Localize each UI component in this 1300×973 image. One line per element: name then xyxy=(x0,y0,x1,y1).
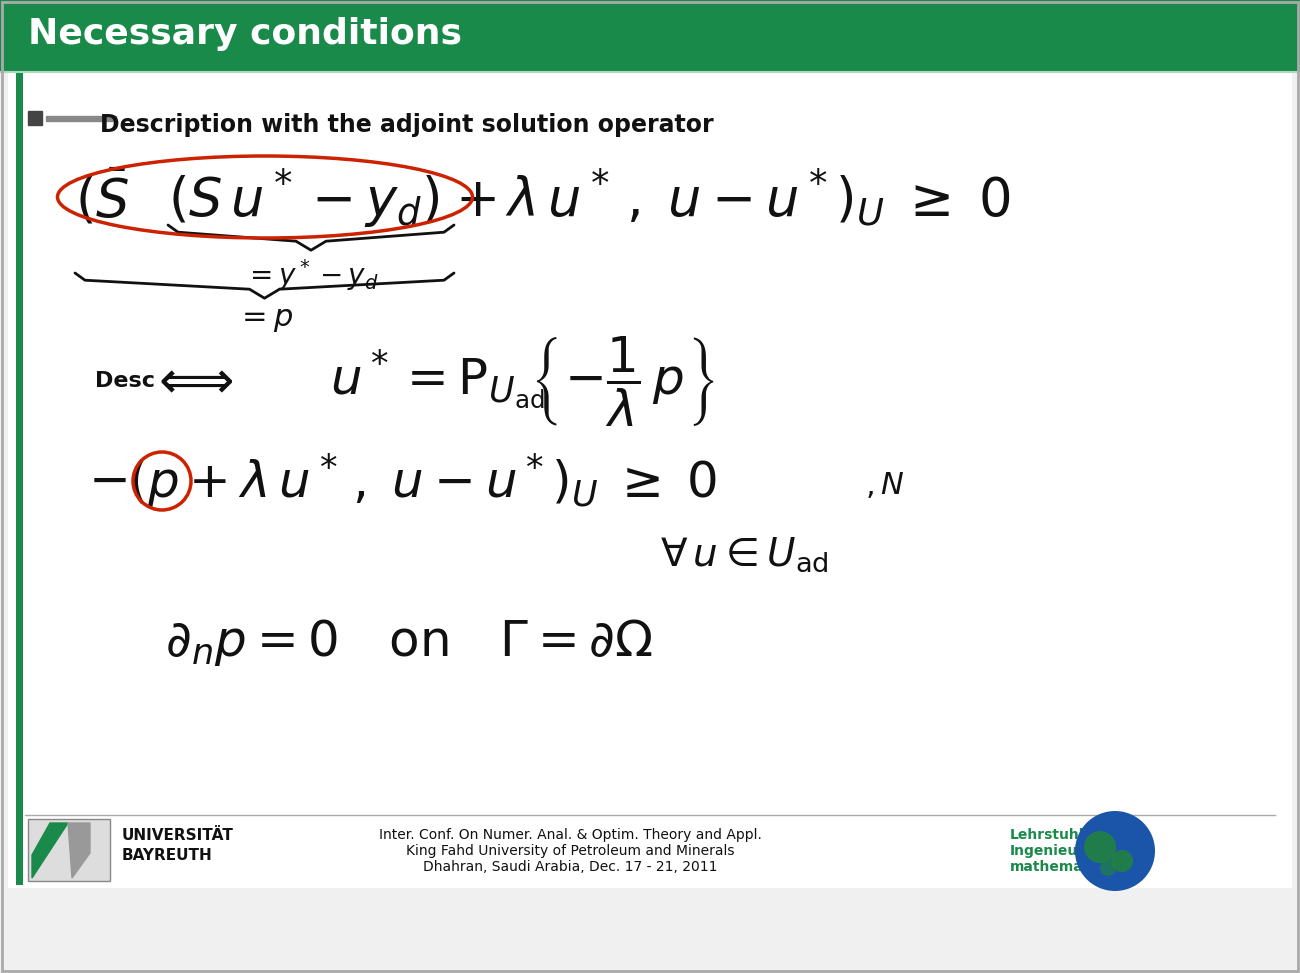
Text: $(\bar{S}$: $(\bar{S}$ xyxy=(75,167,130,229)
FancyBboxPatch shape xyxy=(29,819,110,881)
Polygon shape xyxy=(32,823,68,878)
Text: King Fahd University of Petroleum and Minerals: King Fahd University of Petroleum and Mi… xyxy=(406,844,734,858)
Text: Desc: Desc xyxy=(95,371,155,391)
Polygon shape xyxy=(68,823,90,878)
Text: $+\,\lambda\,u^*\,,\;u - u^*)_U \;\geq\; 0$: $+\,\lambda\,u^*\,,\;u - u^*)_U \;\geq\;… xyxy=(455,167,1011,229)
Text: $\Longleftrightarrow$: $\Longleftrightarrow$ xyxy=(148,355,233,407)
Circle shape xyxy=(1112,850,1134,872)
Text: $=p$: $=p$ xyxy=(235,305,294,334)
FancyBboxPatch shape xyxy=(8,18,1292,888)
Text: mathematik: mathematik xyxy=(1010,860,1104,874)
Text: Description with the adjoint solution operator: Description with the adjoint solution op… xyxy=(100,113,714,137)
Text: $=y^*-y_d$: $=y^*-y_d$ xyxy=(243,257,378,293)
Text: $u^* = \mathrm{P}_{U_{\mathrm{ad}}}\!\!\left\{-\dfrac{1}{\lambda}\,p\right\}$: $u^* = \mathrm{P}_{U_{\mathrm{ad}}}\!\!\… xyxy=(330,334,715,428)
Text: Necessary conditions: Necessary conditions xyxy=(29,17,462,51)
Text: $(p + \lambda\,u^*\,,\;u - u^*)_U \;\geq\; 0$: $(p + \lambda\,u^*\,,\;u - u^*)_U \;\geq… xyxy=(127,451,718,511)
Bar xyxy=(46,116,116,121)
Text: $(S\,u^* - y_d)$: $(S\,u^* - y_d)$ xyxy=(168,166,439,230)
FancyBboxPatch shape xyxy=(16,73,23,885)
Bar xyxy=(29,111,42,125)
Text: $,N$: $,N$ xyxy=(864,470,905,500)
Text: UNIVERSITÄT: UNIVERSITÄT xyxy=(122,827,234,843)
Text: Dhahran, Saudi Arabia, Dec. 17 - 21, 2011: Dhahran, Saudi Arabia, Dec. 17 - 21, 201… xyxy=(422,860,718,874)
Text: BAYREUTH: BAYREUTH xyxy=(122,847,213,862)
Text: Ingenieur-: Ingenieur- xyxy=(1010,844,1091,858)
Circle shape xyxy=(1084,831,1115,863)
Text: Inter. Conf. On Numer. Anal. & Optim. Theory and Appl.: Inter. Conf. On Numer. Anal. & Optim. Th… xyxy=(378,828,762,842)
Text: Lehrstuhl: Lehrstuhl xyxy=(1010,828,1084,842)
Text: $\forall\, u \in U_{\mathrm{ad}}$: $\forall\, u \in U_{\mathrm{ad}}$ xyxy=(660,536,828,574)
Text: $-$: $-$ xyxy=(88,457,126,505)
Circle shape xyxy=(1100,860,1115,876)
FancyBboxPatch shape xyxy=(0,0,1300,68)
Circle shape xyxy=(1075,811,1154,891)
Text: $\partial_n p = 0 \quad \mathrm{on} \quad \Gamma = \partial\Omega$: $\partial_n p = 0 \quad \mathrm{on} \qua… xyxy=(165,618,653,668)
